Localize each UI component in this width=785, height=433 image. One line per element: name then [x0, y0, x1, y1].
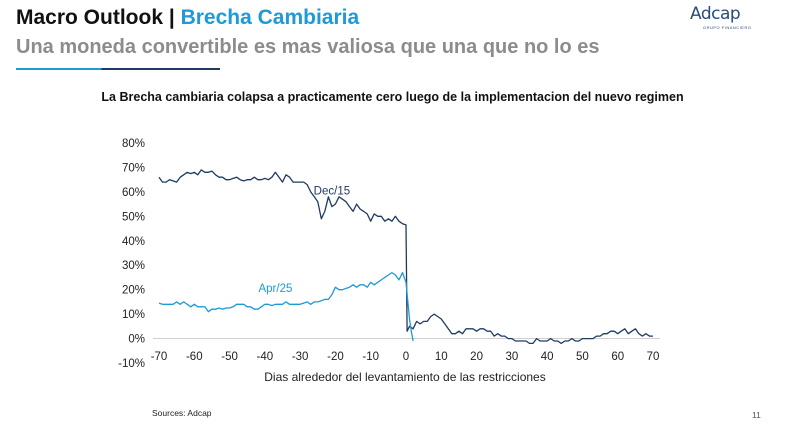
x-tick-label: -70 [151, 351, 168, 363]
y-tick-label: 30% [122, 260, 145, 272]
y-tick-label: 0% [128, 334, 145, 346]
adcap-logo: Adcap GRUPO FINANCIERO [690, 4, 770, 34]
x-tick-label: 60 [611, 351, 624, 363]
x-tick-label: -60 [186, 351, 203, 363]
x-tick-label: -30 [292, 351, 309, 363]
x-tick-label: 50 [576, 351, 589, 363]
page-title-accent: Brecha Cambiaria [180, 6, 360, 29]
page-title-main: Macro Outlook | [16, 6, 181, 29]
page-title: Macro Outlook | Brecha Cambiaria [16, 6, 359, 30]
series-line-dec-15 [158, 169, 653, 345]
x-tick-label: -50 [221, 351, 238, 363]
source-note: Sources: Adcap [152, 408, 212, 418]
x-tick-label: -40 [257, 351, 274, 363]
series-line-apr-25 [158, 271, 414, 342]
series-annotation: Dec/15 [314, 185, 350, 197]
y-tick-label: 50% [122, 211, 145, 223]
y-tick-label: 20% [122, 285, 145, 297]
page-number: 11 [752, 410, 761, 420]
series-annotation: Apr/25 [258, 283, 292, 295]
x-tick-label: 40 [541, 351, 554, 363]
title-underline [16, 68, 220, 70]
y-tick-label: 60% [122, 187, 145, 199]
x-axis-label: Dias alrededor del levantamiento de las … [264, 370, 545, 384]
logo-tagline: GRUPO FINANCIERO [703, 25, 752, 30]
y-tick-label: 70% [122, 162, 145, 174]
page-subtitle: Una moneda convertible es mas valiosa qu… [16, 36, 600, 58]
chart-title: La Brecha cambiaria colapsa a practicame… [101, 90, 684, 104]
y-tick-label: -10% [118, 358, 145, 370]
x-tick-label: 20 [470, 351, 483, 363]
x-tick-label: -10 [362, 351, 379, 363]
logo-wordmark: Adcap [690, 4, 741, 24]
y-tick-label: 10% [122, 309, 145, 321]
x-tick-label: 70 [647, 351, 660, 363]
x-tick-label: 30 [505, 351, 518, 363]
y-tick-label: 40% [122, 236, 145, 248]
x-tick-label: -20 [327, 351, 344, 363]
x-tick-label: 10 [435, 351, 448, 363]
x-tick-label: 0 [403, 351, 409, 363]
y-tick-label: 80% [122, 138, 145, 150]
